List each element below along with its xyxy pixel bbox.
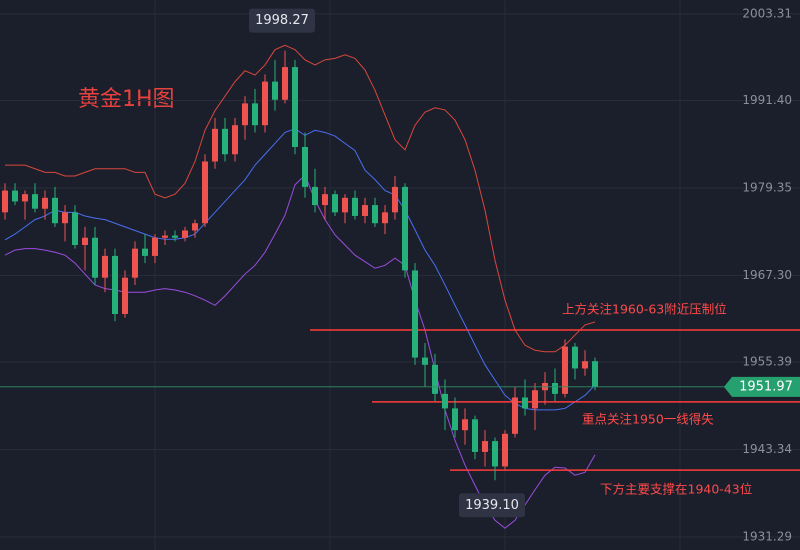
candle-body	[162, 235, 168, 238]
candle-body	[142, 248, 148, 256]
last-price-label: 1951.97	[739, 379, 793, 394]
level-text: 重点关注1950一线得失	[582, 411, 714, 426]
candle-body	[222, 128, 228, 155]
candle-body	[52, 197, 58, 224]
candle-body	[232, 125, 238, 155]
candle-body	[212, 128, 218, 162]
candle-body	[22, 194, 28, 202]
candle-body	[342, 197, 348, 213]
candle-body	[582, 361, 588, 369]
y-tick-label: 1991.40	[742, 93, 792, 107]
candle-body	[112, 255, 118, 314]
candle-body	[242, 103, 248, 126]
candle-body	[502, 433, 508, 467]
candle-body	[42, 197, 48, 209]
candle-body	[392, 186, 398, 213]
candle-body	[532, 390, 538, 409]
candle-body	[492, 441, 498, 467]
chart-title: 黄金1H图	[78, 87, 175, 112]
y-tick-label: 1943.34	[742, 442, 792, 456]
level-text: 上方关注1960-63附近压制位	[562, 301, 727, 316]
candle-body	[592, 361, 598, 387]
candle-body	[12, 190, 18, 202]
candle-body	[572, 346, 578, 369]
candle-body	[202, 161, 208, 224]
candle-body	[512, 397, 518, 434]
candle-body	[72, 212, 78, 246]
last-price-tag	[724, 376, 800, 397]
band-lower	[4, 174, 596, 529]
candle-body	[382, 212, 388, 224]
candle-body	[452, 408, 458, 431]
candle-body	[192, 223, 198, 231]
candle-body	[102, 255, 108, 278]
candle-body	[352, 197, 358, 216]
band-upper	[5, 44, 596, 353]
candle-body	[472, 419, 478, 452]
candle-body	[182, 230, 188, 238]
candle-body	[372, 205, 378, 224]
candle-body	[432, 364, 438, 394]
y-tick-label: 1955.39	[742, 354, 792, 368]
candle-body	[402, 186, 408, 271]
y-tick-label: 1931.29	[742, 530, 792, 544]
candle-body	[292, 67, 298, 147]
candle-body	[322, 194, 328, 206]
candle-body	[272, 81, 278, 100]
candle-body	[92, 237, 98, 278]
y-tick-label: 2003.31	[742, 7, 792, 21]
candle-body	[312, 186, 318, 206]
y-tick-label: 1979.35	[742, 181, 792, 195]
candle-body	[32, 194, 38, 209]
candle-body	[412, 270, 418, 358]
candle-body	[122, 277, 128, 314]
candle-body	[462, 419, 468, 431]
level-text: 下方主要支撑在1940-43位	[600, 482, 752, 497]
y-tick-label: 1967.30	[742, 268, 792, 282]
candle-body	[252, 103, 258, 126]
callout-box	[459, 493, 525, 518]
candle-body	[132, 248, 138, 278]
candle-body	[172, 235, 178, 238]
candle-body	[562, 346, 568, 394]
candle-body	[522, 397, 528, 409]
candle-body	[62, 212, 68, 224]
band-middle	[4, 128, 596, 411]
callout-label: 1939.10	[465, 498, 519, 513]
candle-body	[262, 81, 268, 126]
candle-body	[482, 441, 488, 452]
candle-body	[282, 67, 288, 100]
candle-body	[82, 237, 88, 246]
callout-label: 1998.27	[255, 13, 309, 28]
candle-body	[442, 393, 448, 409]
candle-body	[152, 237, 158, 256]
callout-box	[249, 8, 315, 33]
candle-body	[422, 357, 428, 365]
candle-body	[302, 146, 308, 187]
candle-body	[552, 382, 558, 394]
candle-body	[362, 205, 368, 216]
candle-body	[332, 194, 338, 213]
candle-body	[2, 190, 8, 213]
